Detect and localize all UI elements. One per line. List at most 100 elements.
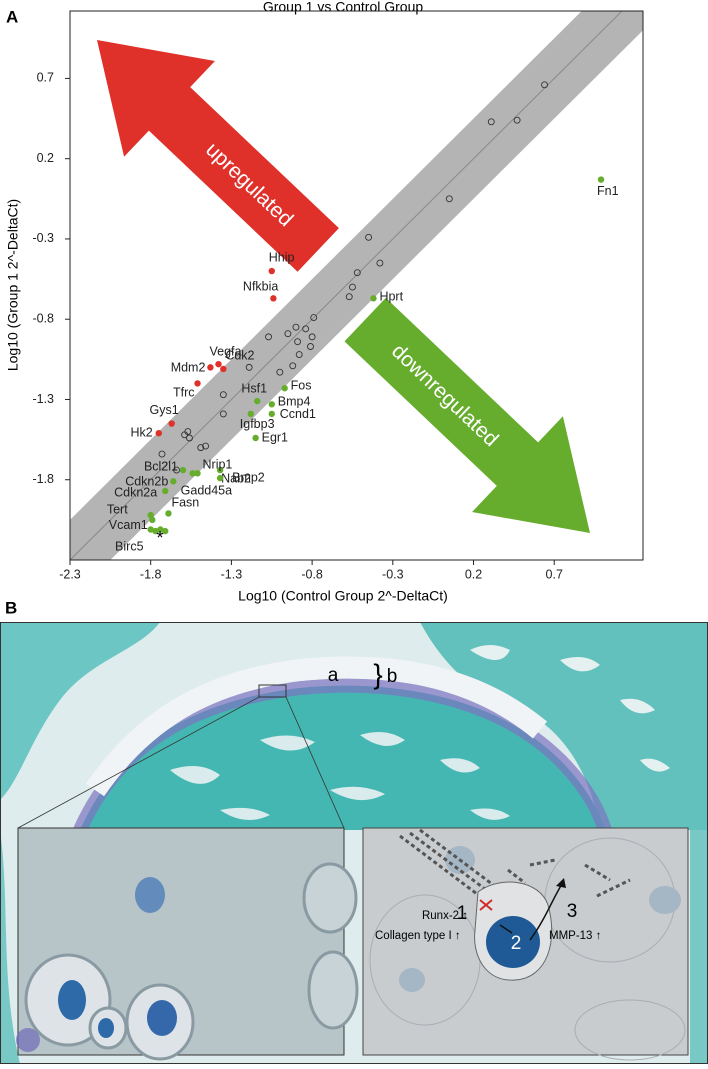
data-point xyxy=(219,391,227,399)
data-point xyxy=(247,410,254,418)
band-layer xyxy=(70,11,643,560)
data-point xyxy=(365,233,373,241)
step-label: 2 xyxy=(511,933,522,954)
data-point xyxy=(162,487,169,495)
identity-line xyxy=(70,11,623,560)
data-point xyxy=(215,360,222,368)
data-point xyxy=(376,259,384,267)
histology: a } b 1 2 3 Runx-2 ↑ xyxy=(0,622,708,1064)
data-point xyxy=(513,116,521,124)
chart-title: Group 1 vs Control Group xyxy=(263,0,424,15)
data-point xyxy=(289,362,297,370)
x-tick-label: -0.3 xyxy=(382,567,404,581)
y-tick-label: -1.3 xyxy=(32,392,54,406)
data-point xyxy=(307,343,314,350)
zone-label: a xyxy=(328,665,339,686)
plot-frame xyxy=(69,10,644,561)
data-point xyxy=(216,466,224,474)
data-point xyxy=(302,325,310,333)
data-point xyxy=(276,368,284,376)
point-label: Hk2 xyxy=(131,425,153,439)
point-label: Vegfa xyxy=(209,344,241,358)
data-point xyxy=(185,434,193,442)
faint-nucleus xyxy=(649,886,681,914)
data-point xyxy=(370,295,377,302)
data-point xyxy=(541,81,548,89)
data-point xyxy=(194,380,201,387)
tissue xyxy=(0,622,160,800)
point-label: Fn1 xyxy=(597,184,619,198)
data-point xyxy=(245,363,253,371)
data-point xyxy=(281,385,288,392)
down-arrow: downregulated xyxy=(344,297,590,533)
point-label: Nrip1 xyxy=(203,458,233,472)
step-label: 3 xyxy=(567,901,578,922)
data-point xyxy=(294,338,302,346)
point-label: Cdkn2a xyxy=(114,485,157,499)
data-point xyxy=(179,466,187,474)
arrow xyxy=(499,924,513,934)
point-label: Bmp4 xyxy=(278,395,311,409)
point-label: Mdm2 xyxy=(171,361,206,375)
fold-band xyxy=(70,11,643,560)
data-point xyxy=(295,351,303,358)
cell xyxy=(307,950,359,1030)
data-point xyxy=(165,510,172,517)
panel-label: A xyxy=(6,7,18,26)
data-point xyxy=(162,527,169,535)
point-label: Hhip xyxy=(269,250,295,264)
data-point xyxy=(173,466,180,474)
data-point xyxy=(487,118,495,126)
y-tick-label: -1.8 xyxy=(32,472,54,486)
x-axis-label: Log10 (Control Group 2^-DeltaCt) xyxy=(238,588,448,604)
marker-label: Runx-2 ↑ xyxy=(422,910,468,922)
point-label: Birc5 xyxy=(115,539,144,553)
data-point xyxy=(252,434,259,442)
faint-nucleus xyxy=(399,968,425,992)
arrowhead xyxy=(556,878,566,888)
arrow xyxy=(529,883,563,941)
data-point xyxy=(353,269,361,277)
point-label: Hsf1 xyxy=(241,381,267,395)
tissue xyxy=(0,830,20,1064)
data-point xyxy=(268,267,275,275)
data-point xyxy=(270,295,277,302)
zoom-box xyxy=(258,684,287,698)
nucleus xyxy=(486,916,540,968)
y-tick-label: 0.2 xyxy=(37,151,54,165)
nucleus xyxy=(98,1018,114,1038)
arrow-shape xyxy=(97,40,339,272)
data-point xyxy=(268,401,275,408)
data-point xyxy=(158,450,166,458)
cartilage xyxy=(85,656,548,797)
data-point xyxy=(345,293,353,301)
step-label: 1 xyxy=(457,903,468,924)
point-label: Nfkbia xyxy=(243,280,278,294)
data-point xyxy=(265,333,272,341)
collagen-fibers xyxy=(399,828,631,902)
point-label: Igfbp3 xyxy=(240,417,275,431)
data-point xyxy=(155,429,162,437)
point-label: Fasn xyxy=(171,496,199,510)
data-point xyxy=(189,470,196,477)
point-label: Cdk2 xyxy=(225,348,254,362)
bone xyxy=(80,685,605,830)
cell xyxy=(302,862,358,934)
data-point xyxy=(597,176,605,183)
nucleus xyxy=(147,1000,177,1036)
y-tick-label: -0.3 xyxy=(32,231,54,245)
data-point xyxy=(254,397,261,405)
data-point xyxy=(202,442,210,450)
tissue-hole xyxy=(470,645,670,772)
x-tick-label: -1.3 xyxy=(221,567,243,581)
data-point xyxy=(152,527,159,535)
data-point xyxy=(170,478,177,485)
up-arrow: upregulated xyxy=(97,40,339,272)
point-label: Nab2 xyxy=(221,471,251,485)
data-point xyxy=(219,410,227,418)
point-label: Tert xyxy=(107,502,128,516)
data-point xyxy=(147,511,154,519)
nucleus xyxy=(135,877,165,913)
